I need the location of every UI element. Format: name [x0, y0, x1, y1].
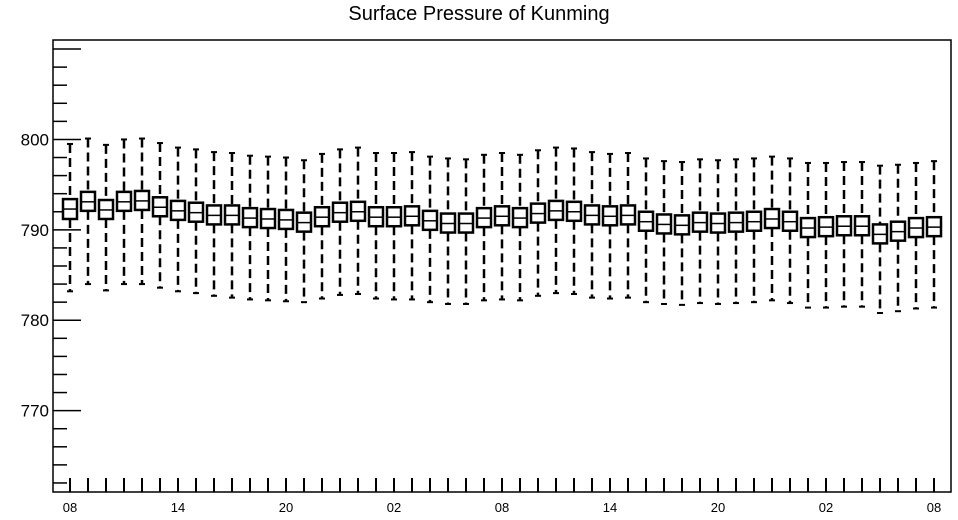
x-tick-label: 14	[603, 500, 617, 515]
x-axis-ticks	[69, 478, 935, 492]
x-tick-label: 08	[495, 500, 509, 515]
y-tick-label: 770	[21, 402, 49, 421]
chart-title: Surface Pressure of Kunming	[348, 3, 610, 25]
plot-frame	[52, 39, 952, 493]
x-tick-label: 14	[171, 500, 185, 515]
y-tick-labels: 770 780 790 800	[21, 130, 49, 420]
x-tick-label: 02	[819, 500, 833, 515]
x-tick-label: 08	[63, 500, 77, 515]
whiskers	[67, 137, 937, 315]
y-tick-label: 780	[21, 311, 49, 330]
x-tick-label: 08	[927, 500, 941, 515]
x-tick-label: 20	[711, 500, 725, 515]
y-axis-ticks	[53, 48, 81, 484]
y-tick-label: 800	[21, 130, 49, 149]
x-tick-label: 02	[387, 500, 401, 515]
boxes	[61, 189, 943, 245]
x-tick-label: 20	[279, 500, 293, 515]
y-tick-label: 790	[21, 221, 49, 240]
x-tick-labels: 08 14 20 02 08 14 20 02 08	[63, 500, 941, 515]
